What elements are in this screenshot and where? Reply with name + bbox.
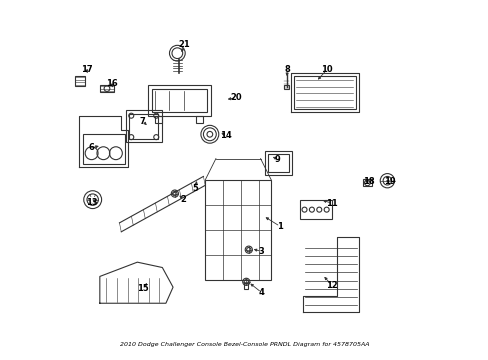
- Bar: [244, 283, 247, 289]
- Text: 14: 14: [220, 131, 231, 140]
- Text: 4: 4: [258, 288, 264, 297]
- Bar: [125, 111, 162, 143]
- Bar: [100, 85, 114, 93]
- Text: 21: 21: [178, 40, 189, 49]
- Bar: [293, 76, 355, 109]
- Bar: [83, 134, 124, 164]
- Text: 18: 18: [362, 177, 374, 186]
- Text: 2: 2: [181, 195, 186, 204]
- Bar: [148, 85, 210, 116]
- Text: 17: 17: [81, 66, 92, 75]
- Text: 7: 7: [140, 117, 145, 126]
- Text: 13: 13: [85, 198, 97, 207]
- Bar: [151, 89, 206, 112]
- Text: 1: 1: [277, 222, 283, 231]
- Bar: [264, 152, 291, 175]
- Bar: [75, 76, 84, 86]
- Text: 10: 10: [320, 66, 332, 75]
- Bar: [196, 116, 203, 123]
- Bar: [267, 154, 288, 172]
- Text: 15: 15: [137, 284, 148, 293]
- Text: 8: 8: [284, 66, 290, 75]
- Text: 11: 11: [325, 199, 337, 208]
- Bar: [284, 85, 288, 89]
- Bar: [363, 179, 371, 186]
- Bar: [299, 200, 331, 219]
- Text: 6: 6: [88, 143, 94, 152]
- Text: 16: 16: [106, 79, 118, 88]
- Text: 12: 12: [325, 281, 337, 290]
- Text: 5: 5: [192, 184, 198, 193]
- Text: 3: 3: [258, 247, 264, 256]
- Text: 20: 20: [230, 93, 242, 102]
- Bar: [155, 116, 162, 123]
- Text: 9: 9: [274, 155, 280, 164]
- Text: 19: 19: [384, 177, 395, 186]
- Bar: [205, 180, 271, 280]
- Bar: [129, 114, 158, 139]
- Text: 2010 Dodge Challenger Console Bezel-Console PRNDL Diagram for 4578705AA: 2010 Dodge Challenger Console Bezel-Cons…: [120, 342, 368, 347]
